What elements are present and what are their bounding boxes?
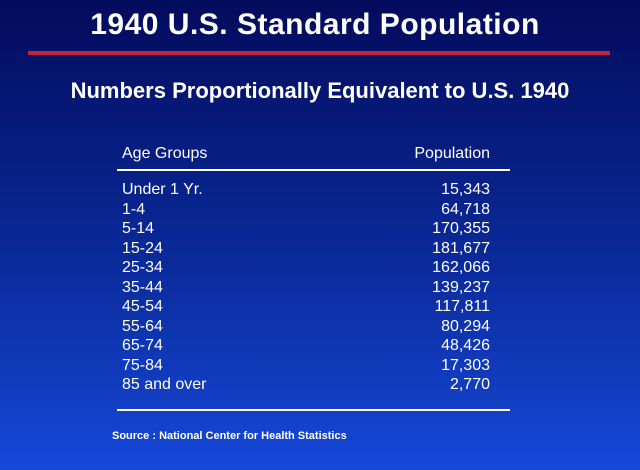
- population: 48,426: [441, 337, 490, 354]
- population: 2,770: [449, 376, 490, 393]
- bottom-rule: [117, 409, 510, 411]
- age-group: 65-74: [122, 337, 163, 354]
- population: 139,237: [432, 278, 490, 296]
- population: 17,303: [441, 356, 490, 374]
- population: 80,294: [441, 317, 490, 335]
- age-group: 45-54: [122, 298, 163, 315]
- age-group: 75-84: [122, 356, 163, 374]
- age-group: Under 1 Yr.: [122, 181, 203, 198]
- population: 162,066: [432, 259, 490, 276]
- title-rule: [28, 51, 610, 55]
- age-group: 5-14: [122, 220, 155, 237]
- population: 64,718: [441, 200, 490, 218]
- population: 181,677: [432, 239, 490, 257]
- age-group: 15-24: [122, 239, 163, 257]
- subtitle: Numbers Proportionally Equivalent to U.S…: [70, 78, 570, 103]
- column-header: Age Groups: [122, 145, 208, 162]
- column-header: Population: [414, 145, 490, 162]
- age-group: 85 and over: [122, 376, 207, 393]
- source-note: Source : National Center for Health Stat…: [112, 430, 347, 442]
- population: 15,343: [441, 181, 490, 198]
- age-group: 1-4: [122, 200, 146, 218]
- header-rule: [117, 169, 510, 171]
- age-group: 35-44: [122, 278, 163, 296]
- population: 117,811: [434, 298, 490, 315]
- age-group: 25-34: [122, 259, 163, 276]
- age-group: 55-64: [122, 317, 163, 335]
- population: 170,355: [432, 220, 490, 237]
- title: 1940 U.S. Standard Population: [90, 8, 540, 41]
